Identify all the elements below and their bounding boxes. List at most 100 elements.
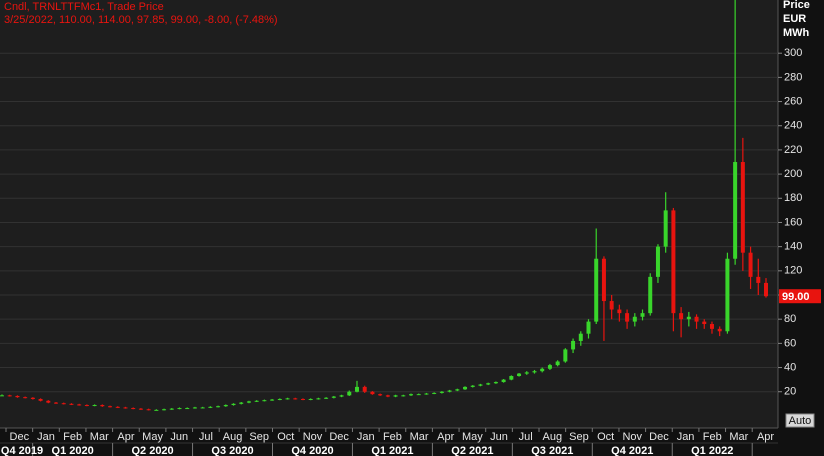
candle-body [108, 406, 113, 408]
candle-body [532, 371, 537, 373]
candle-body [385, 395, 390, 397]
x-tick-label: Jun [170, 431, 188, 443]
x-tick-label: Feb [703, 431, 722, 443]
quarter-label: Q2 2020 [131, 445, 173, 456]
x-tick-label: Apr [437, 431, 454, 443]
auto-button[interactable]: Auto [789, 415, 812, 427]
x-tick-label: Apr [757, 431, 774, 443]
candle-body [15, 395, 20, 398]
candle-body [200, 407, 205, 409]
candle-body [293, 398, 298, 400]
x-tick-label: May [142, 431, 163, 443]
x-tick-label: Jun [490, 431, 508, 443]
y-tick-label: 40 [784, 361, 796, 373]
candle-body [424, 393, 429, 395]
quarter-label: Q4 2021 [611, 445, 653, 456]
candle-body [393, 395, 398, 397]
candle-body [470, 385, 475, 387]
x-tick-label: Mar [410, 431, 429, 443]
candle-body [578, 333, 583, 341]
quarter-label: Q3 2020 [211, 445, 253, 456]
candle-body [764, 282, 768, 297]
candle-body [138, 408, 143, 410]
candle-body [84, 405, 89, 407]
candle-body [0, 395, 4, 397]
candle-body [663, 210, 668, 247]
candle-body [7, 395, 12, 397]
candle-body [100, 405, 105, 407]
candle-body [231, 403, 236, 406]
candle-body [609, 301, 614, 310]
x-tick-label: May [462, 431, 483, 443]
candle-body [517, 373, 522, 377]
candle-body [54, 402, 59, 404]
x-tick-label: Jul [519, 431, 533, 443]
candle-body [493, 382, 498, 384]
candle-body [655, 246, 660, 277]
candle-body [254, 400, 259, 402]
candle-body [339, 395, 344, 397]
candle-body [131, 408, 136, 410]
candle-body [648, 276, 653, 314]
quarter-label: Q3 2021 [531, 445, 573, 456]
candle-body [594, 258, 599, 322]
quarter-label: Q1 2021 [371, 445, 413, 456]
candle-body [547, 365, 552, 369]
x-tick-label: Mar [729, 431, 748, 443]
y-tick-label: 180 [784, 192, 802, 204]
candle-body [370, 391, 375, 395]
quarter-label: Q1 2022 [691, 445, 733, 456]
candle-body [540, 368, 545, 372]
y-tick-label: 300 [784, 47, 802, 59]
candle-body [478, 384, 483, 386]
candle-body [177, 408, 182, 410]
candle-body [362, 386, 367, 392]
candle-body [331, 396, 336, 398]
candle-body [555, 361, 560, 366]
candle-body [686, 316, 691, 320]
x-tick-label: Jan [357, 431, 375, 443]
candle-body [316, 398, 321, 400]
candle-body [146, 409, 151, 411]
candle-body [277, 398, 282, 400]
x-axis-panel [0, 428, 824, 456]
candle-body [617, 309, 622, 314]
auto-button-box[interactable] [785, 413, 815, 428]
x-tick-label: Apr [117, 431, 134, 443]
y-axis-label: EUR [783, 13, 806, 25]
candle-body [509, 376, 514, 380]
candle-body [717, 328, 722, 332]
candle-body [354, 386, 359, 392]
candle-body [324, 397, 329, 399]
x-tick-label: Aug [223, 431, 243, 443]
candle-body [486, 383, 491, 385]
chart-title: Cndl, TRNLTTFMc1, Trade Price [4, 1, 164, 13]
candle-body [192, 407, 197, 409]
candle-body [432, 392, 437, 394]
x-tick-label: Jul [199, 431, 213, 443]
candle-body [748, 252, 753, 277]
candle-body [308, 398, 313, 400]
x-tick-label: Sep [249, 431, 269, 443]
candle-body [709, 324, 714, 329]
candle-body [285, 398, 290, 400]
y-axis-label: MWh [783, 27, 810, 39]
candle-body [216, 406, 221, 408]
chart-subtitle: 3/25/2022, 110.00, 114.00, 97.85, 99.00,… [4, 14, 278, 26]
candle-body [115, 406, 120, 408]
candle-body [679, 313, 684, 320]
candle-body [300, 398, 305, 400]
y-tick-label: 240 [784, 120, 802, 132]
candle-body [725, 258, 730, 332]
last-price-box [779, 289, 821, 304]
candle-body [185, 408, 190, 410]
y-tick-label: 20 [784, 386, 796, 398]
quarter-label: Q2 2021 [451, 445, 493, 456]
x-tick-label: Dec [649, 431, 669, 443]
candle-body [455, 389, 460, 391]
candle-body [439, 391, 444, 393]
x-tick-label: Nov [622, 431, 642, 443]
candle-body [601, 258, 606, 302]
